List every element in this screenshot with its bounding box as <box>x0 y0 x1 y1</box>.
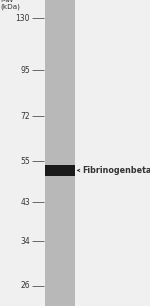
Text: 34: 34 <box>20 237 30 245</box>
Text: 95: 95 <box>20 66 30 75</box>
Text: 55: 55 <box>20 157 30 166</box>
Text: MW
(kDa): MW (kDa) <box>0 0 20 10</box>
Text: 43: 43 <box>20 197 30 207</box>
Text: 130: 130 <box>15 14 30 23</box>
Text: 26: 26 <box>20 281 30 290</box>
Bar <box>45 165 75 176</box>
Text: 72: 72 <box>20 112 30 121</box>
Text: Fibrinogenbeta: Fibrinogenbeta <box>82 166 150 175</box>
Bar <box>45 0 75 306</box>
